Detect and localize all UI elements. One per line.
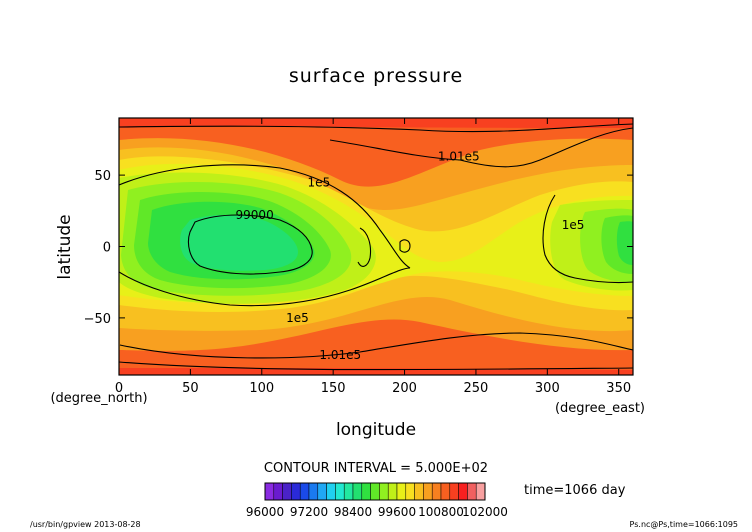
- contour-line-bottom: [119, 361, 633, 371]
- colorbar-swatch: [317, 482, 327, 501]
- colorbar-label: 98400: [334, 505, 372, 519]
- contour-lines: [119, 123, 633, 371]
- contour-label: 1e5: [286, 311, 309, 325]
- colorbar-swatch: [423, 482, 433, 501]
- x-tick-label: 250: [464, 381, 489, 396]
- y-tick-label: −50: [84, 312, 111, 327]
- y-axis-label: latitude: [55, 214, 75, 279]
- footer-right: Ps.nc@Ps,time=1066:1095: [630, 520, 738, 529]
- colorbar-swatch: [326, 482, 336, 501]
- colorbar-swatch: [343, 482, 354, 501]
- contour-label: 1e5: [308, 175, 331, 189]
- colorbar-swatch: [308, 482, 319, 501]
- x-tick-label: 0: [115, 381, 123, 396]
- colorbar-swatch: [379, 482, 389, 501]
- x-axis-label: longitude: [336, 420, 416, 440]
- colorbar-swatch: [291, 482, 301, 501]
- contour-label: 1e5: [562, 218, 585, 232]
- colorbar-frame: [264, 482, 486, 501]
- colorbar-label: 96000: [246, 505, 284, 519]
- contour-line-closed-2: [399, 239, 411, 253]
- contour-line-closed-1: [357, 227, 372, 267]
- colorbar-label: 100800: [418, 505, 464, 519]
- colorbar-swatch: [264, 482, 275, 501]
- contour-line-101000-south: [119, 332, 633, 359]
- contour-line-100000-north: [119, 164, 411, 269]
- plot-area: [119, 118, 633, 375]
- colorbar-label: 102000: [462, 505, 508, 519]
- contour-line-101000-north: [329, 127, 633, 168]
- x-tick-label: 350: [606, 381, 631, 396]
- y-tick-label: 0: [103, 241, 111, 256]
- colorbar-swatch: [414, 482, 424, 501]
- contour-label: 1.01e5: [438, 150, 480, 164]
- colorbar-swatch: [396, 482, 407, 501]
- chart-title: surface pressure: [289, 65, 463, 87]
- colorbar-swatch: [475, 482, 486, 501]
- colorbar-label: 99600: [378, 505, 416, 519]
- y-axis: −50 0 50: [84, 169, 633, 327]
- x-unit-label: (degree_east): [555, 401, 645, 416]
- colorbar-swatch: [449, 482, 459, 501]
- x-tick-label: 200: [392, 381, 417, 396]
- x-tick-label: 100: [249, 381, 274, 396]
- x-tick-label: 300: [535, 381, 560, 396]
- colorbar-swatch: [273, 482, 283, 501]
- colorbar-label: 97200: [290, 505, 328, 519]
- colorbar-swatch: [361, 482, 371, 501]
- footer-left: /usr/bin/gpview 2013-08-28: [30, 520, 141, 529]
- time-label: time=1066 day: [524, 483, 626, 498]
- x-tick-label: 50: [182, 381, 199, 396]
- band-98800: [180, 214, 298, 271]
- band-99000-east: [616, 221, 633, 265]
- colorbar: [264, 482, 486, 501]
- contour-labels: 1.01e5 1e5 99000 1e5 1e5 1.01e5: [236, 150, 585, 362]
- contour-label: 1.01e5: [319, 348, 361, 362]
- contour-line-100000-south: [119, 267, 411, 307]
- contour-line-100000-east: [542, 194, 633, 284]
- colorbar-swatch: [282, 482, 292, 501]
- colorbar-swatch: [458, 482, 468, 501]
- y-unit-label: (degree_north): [50, 391, 147, 406]
- colorbar-swatch: [387, 482, 398, 501]
- colorbar-swatch: [467, 482, 477, 501]
- contour-line-99000: [187, 214, 313, 275]
- contour-interval-text: CONTOUR INTERVAL = 5.000E+02: [264, 461, 488, 476]
- contour-line-top: [119, 123, 633, 133]
- colorbar-swatch: [405, 482, 415, 501]
- x-axis: 0 50 100 150 200 250 300 350: [115, 118, 631, 396]
- y-tick-label: 50: [94, 169, 111, 184]
- colorbar-swatch: [431, 482, 442, 501]
- colorbar-swatch: [299, 482, 310, 501]
- colorbar-swatch: [352, 482, 363, 501]
- colorbar-swatch: [440, 482, 451, 501]
- x-tick-label: 150: [321, 381, 346, 396]
- colorbar-swatch: [335, 482, 345, 501]
- colorbar-swatch: [370, 482, 380, 501]
- contour-label: 99000: [236, 208, 274, 222]
